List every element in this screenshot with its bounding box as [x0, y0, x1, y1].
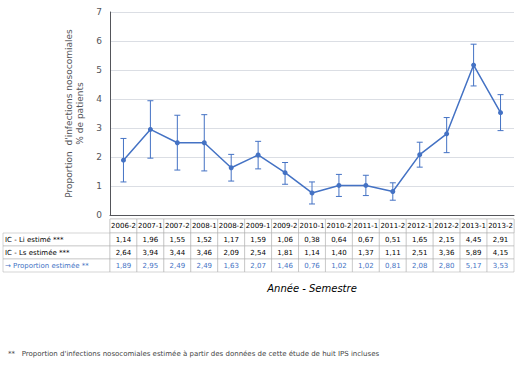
svg-text:1,06: 1,06: [277, 236, 293, 244]
svg-text:1,65: 1,65: [412, 236, 428, 244]
svg-text:5: 5: [96, 65, 102, 75]
svg-text:Proportion d'infections nosoc: Proportion d'infections nosocomiales: [64, 29, 74, 198]
svg-text:0,64: 0,64: [331, 236, 347, 244]
svg-text:1,46: 1,46: [277, 262, 293, 270]
svg-text:0,76: 0,76: [304, 262, 320, 270]
svg-text:0,81: 0,81: [385, 262, 401, 270]
svg-text:1,63: 1,63: [223, 262, 239, 270]
svg-text:1,02: 1,02: [358, 262, 374, 270]
svg-text:2011-1: 2011-1: [353, 222, 378, 230]
svg-text:3: 3: [96, 123, 102, 133]
svg-text:1,55: 1,55: [170, 236, 186, 244]
svg-text:1,17: 1,17: [223, 236, 239, 244]
svg-text:2013-2: 2013-2: [488, 222, 513, 230]
svg-text:6: 6: [96, 36, 102, 46]
svg-text:0,51: 0,51: [385, 236, 401, 244]
svg-text:2,49: 2,49: [196, 262, 212, 270]
svg-text:2,54: 2,54: [250, 249, 266, 257]
svg-text:0,38: 0,38: [304, 236, 320, 244]
svg-text:1,37: 1,37: [358, 249, 374, 257]
svg-text:2007-1: 2007-1: [138, 222, 163, 230]
svg-text:2,64: 2,64: [116, 249, 132, 257]
svg-text:2007-2: 2007-2: [165, 222, 190, 230]
svg-text:2010-2: 2010-2: [327, 222, 352, 230]
svg-text:2006-2: 2006-2: [111, 222, 136, 230]
svg-text:2008-1: 2008-1: [192, 222, 217, 230]
svg-text:0: 0: [96, 210, 102, 220]
svg-text:1,89: 1,89: [116, 262, 132, 270]
svg-text:2,80: 2,80: [439, 262, 455, 270]
svg-text:2,15: 2,15: [439, 236, 455, 244]
svg-text:1,52: 1,52: [196, 236, 212, 244]
svg-text:2,95: 2,95: [143, 262, 159, 270]
svg-text:2,07: 2,07: [250, 262, 266, 270]
svg-text:7: 7: [96, 7, 102, 17]
svg-text:4,15: 4,15: [493, 249, 509, 257]
svg-text:2,51: 2,51: [412, 249, 428, 257]
svg-text:4,45: 4,45: [466, 236, 482, 244]
svg-text:2,09: 2,09: [223, 249, 239, 257]
svg-text:2012-1: 2012-1: [407, 222, 432, 230]
svg-text:0,67: 0,67: [358, 236, 374, 244]
svg-text:5,89: 5,89: [466, 249, 482, 257]
svg-text:2010-1: 2010-1: [300, 222, 325, 230]
svg-text:2009-2: 2009-2: [273, 222, 298, 230]
svg-text:IC - Li estimé ***: IC - Li estimé ***: [5, 236, 64, 244]
svg-text:2013-1: 2013-1: [461, 222, 486, 230]
svg-text:IC - Ls estimée ***: IC - Ls estimée ***: [5, 249, 70, 257]
svg-text:1,14: 1,14: [304, 249, 320, 257]
svg-text:1,59: 1,59: [250, 236, 266, 244]
svg-text:1,11: 1,11: [385, 249, 401, 257]
svg-text:2009-1: 2009-1: [246, 222, 271, 230]
svg-text:3,46: 3,46: [196, 249, 212, 257]
svg-text:5,17: 5,17: [466, 262, 482, 270]
svg-text:4: 4: [96, 94, 102, 104]
svg-text:2011-2: 2011-2: [380, 222, 405, 230]
svg-text:1,96: 1,96: [143, 236, 159, 244]
svg-text:3,94: 3,94: [143, 249, 159, 257]
svg-text:2,08: 2,08: [412, 262, 428, 270]
svg-text:1,02: 1,02: [331, 262, 347, 270]
svg-text:2008-2: 2008-2: [219, 222, 244, 230]
svg-text:1,81: 1,81: [277, 249, 293, 257]
svg-text:1,14: 1,14: [116, 236, 132, 244]
svg-text:3,53: 3,53: [493, 262, 509, 270]
svg-text:Année - Semestre: Année - Semestre: [266, 283, 357, 294]
svg-text:** Proportion d'infections n: ** Proportion d'infections nosocomiales …: [8, 350, 379, 358]
svg-text:3,36: 3,36: [439, 249, 455, 257]
svg-text:1,40: 1,40: [331, 249, 347, 257]
svg-text:2: 2: [96, 152, 102, 162]
svg-text:→ Proportion estimée **: → Proportion estimée **: [5, 262, 89, 270]
svg-text:2,91: 2,91: [493, 236, 509, 244]
svg-text:% de patients: % de patients: [75, 82, 85, 145]
svg-text:2,49: 2,49: [170, 262, 186, 270]
svg-text:1: 1: [96, 181, 102, 191]
svg-text:2012-2: 2012-2: [434, 222, 459, 230]
svg-text:3,44: 3,44: [170, 249, 186, 257]
